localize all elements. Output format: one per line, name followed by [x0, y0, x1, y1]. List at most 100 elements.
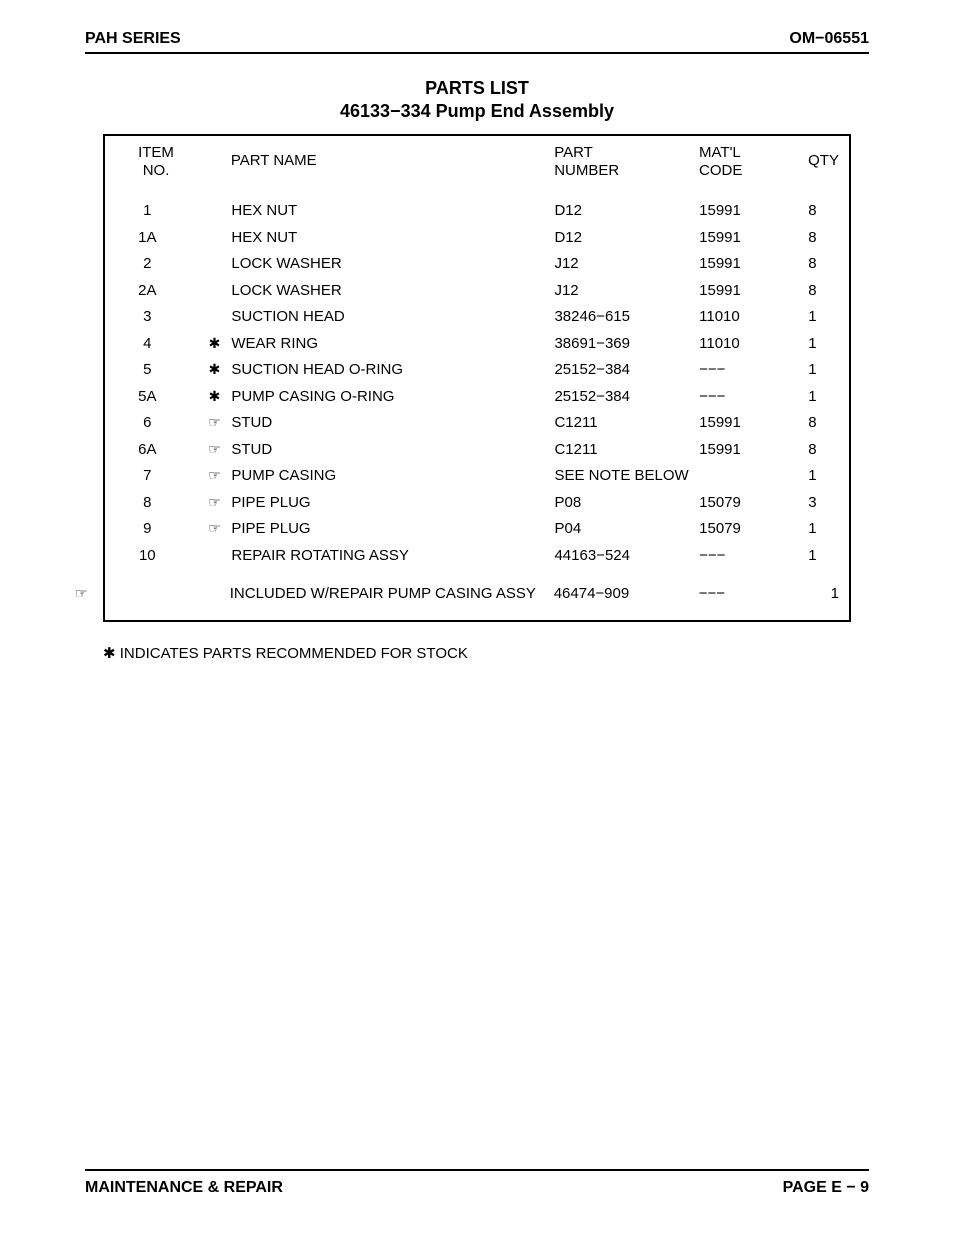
cell-name: SUCTION HEAD	[231, 306, 554, 329]
table-row: 2LOCK WASHERJ12159918	[115, 251, 839, 278]
cell-qty: 8	[786, 280, 839, 303]
cell-qty: 1	[786, 333, 839, 356]
table-row: 3 SUCTION HEAD38246−615110101	[115, 304, 839, 331]
cell-name: STUD	[231, 439, 554, 462]
cell-symbol: ☞	[198, 412, 232, 435]
th-name: PART NAME	[231, 144, 554, 180]
cell-item: 10	[115, 545, 198, 568]
table-row: 5✱SUCTION HEAD O-RING25152−384−−−1	[115, 357, 839, 384]
cell-matl: −−−	[699, 386, 786, 409]
cell-qty: 8	[786, 412, 839, 435]
cell-item: 1	[115, 200, 198, 223]
cell-qty: 8	[786, 227, 839, 250]
cell-symbol	[198, 253, 232, 276]
cell-matl: −−−	[699, 359, 786, 382]
cell-name: REPAIR ROTATING ASSY	[231, 545, 554, 568]
cell-item: 2	[115, 253, 198, 276]
th-matl: MAT'L CODE	[699, 144, 786, 180]
cell-symbol: ☞	[198, 518, 232, 541]
cell-name: LOCK WASHER	[231, 280, 554, 303]
table-header-row: ITEM NO. PART NAME PART NUMBER MAT'L COD…	[103, 134, 851, 188]
cell-part: P04	[554, 518, 699, 541]
cell-name: PIPE PLUG	[231, 492, 554, 515]
cell-part: 46474−909	[554, 583, 699, 606]
th-item: ITEM NO.	[115, 144, 197, 180]
title-line1: PARTS LIST	[85, 78, 869, 99]
table-row: 2ALOCK WASHERJ12159918	[115, 278, 839, 305]
table-row: 1AHEX NUTD12159918	[115, 225, 839, 252]
footer-left: MAINTENANCE & REPAIR	[85, 1179, 283, 1197]
page-footer: MAINTENANCE & REPAIR PAGE E − 9	[85, 1169, 869, 1197]
cell-part: P08	[554, 492, 699, 515]
cell-name: PUMP CASING O-RING	[231, 386, 554, 409]
page-header: PAH SERIES OM−06551	[85, 30, 869, 54]
cell-matl	[699, 465, 786, 488]
footnote: ✱ INDICATES PARTS RECOMMENDED FOR STOCK	[103, 644, 851, 662]
cell-matl: 15991	[699, 227, 786, 250]
cell-item: 7	[115, 465, 198, 488]
cell-matl: 11010	[699, 306, 786, 329]
cell-qty: 1	[786, 306, 839, 329]
cell-name: SUCTION HEAD O-RING	[231, 359, 554, 382]
cell-name: WEAR RING	[231, 333, 554, 356]
cell-item: 1A	[115, 227, 198, 250]
table-row: 5A✱PUMP CASING O-RING25152−384−−−1	[115, 384, 839, 411]
cell-part: 25152−384	[554, 359, 699, 382]
cell-part: J12	[554, 253, 699, 276]
cell-part: C1211	[554, 412, 699, 435]
cell-item: 8	[115, 492, 198, 515]
table-row: 4✱WEAR RING38691−369110101	[115, 331, 839, 358]
cell-part: 38246−615	[554, 306, 699, 329]
cell-qty: 1	[786, 359, 839, 382]
cell-item: 6	[115, 412, 198, 435]
cell-qty: 3	[786, 492, 839, 515]
cell-matl: 15079	[699, 518, 786, 541]
cell-symbol: ☞	[198, 492, 232, 515]
cell-item: 2A	[115, 280, 198, 303]
cell-name: INCLUDED W/REPAIR PUMP CASING ASSY	[230, 583, 554, 606]
cell-qty: 8	[786, 200, 839, 223]
table-row: 7☞PUMP CASINGSEE NOTE BELOW1	[115, 463, 839, 490]
cell-item	[114, 583, 196, 606]
cell-item: 3	[115, 306, 198, 329]
table-body: 1HEX NUTD121599181AHEX NUTD121599182LOCK…	[103, 188, 851, 622]
cell-item: 5A	[115, 386, 198, 409]
cell-part: 44163−524	[554, 545, 699, 568]
header-left: PAH SERIES	[85, 30, 181, 48]
th-qty: QTY	[786, 144, 839, 180]
title-line2: 46133−334 Pump End Assembly	[85, 101, 869, 122]
cell-matl: 15991	[699, 439, 786, 462]
table-row: 10 REPAIR ROTATING ASSY44163−524−−−1	[115, 543, 839, 570]
cell-name: PUMP CASING	[231, 465, 554, 488]
cell-part: D12	[554, 227, 699, 250]
cell-part: 25152−384	[554, 386, 699, 409]
cell-qty: 8	[786, 439, 839, 462]
cell-matl: 15991	[699, 253, 786, 276]
table-row: 9☞PIPE PLUGP04150791	[115, 516, 839, 543]
cell-name: PIPE PLUG	[231, 518, 554, 541]
cell-qty: 1	[786, 386, 839, 409]
th-sym	[197, 144, 231, 180]
cell-qty: 1	[786, 545, 839, 568]
cell-item: 9	[115, 518, 198, 541]
cell-symbol: ✱	[198, 359, 232, 382]
cell-item: 5	[115, 359, 198, 382]
cell-part: 38691−369	[554, 333, 699, 356]
cell-qty: 1	[786, 465, 839, 488]
cell-symbol: ☞	[198, 439, 232, 462]
table-note-row: ☞ INCLUDED W/REPAIR PUMP CASING ASSY46474…	[75, 581, 839, 608]
cell-name: STUD	[231, 412, 554, 435]
cell-matl: −−−	[699, 545, 786, 568]
cell-matl: 15991	[699, 412, 786, 435]
cell-matl: −−−	[699, 583, 786, 606]
cell-qty: 1	[786, 583, 839, 606]
cell-qty: 8	[786, 253, 839, 276]
table-row: 6☞STUDC1211159918	[115, 410, 839, 437]
cell-matl: 15079	[699, 492, 786, 515]
cell-symbol	[198, 280, 232, 303]
cell-matl: 15991	[699, 280, 786, 303]
cell-part: C1211	[554, 439, 699, 462]
note-symbol: ☞	[75, 583, 114, 606]
cell-matl: 11010	[699, 333, 786, 356]
header-right: OM−06551	[789, 30, 869, 48]
